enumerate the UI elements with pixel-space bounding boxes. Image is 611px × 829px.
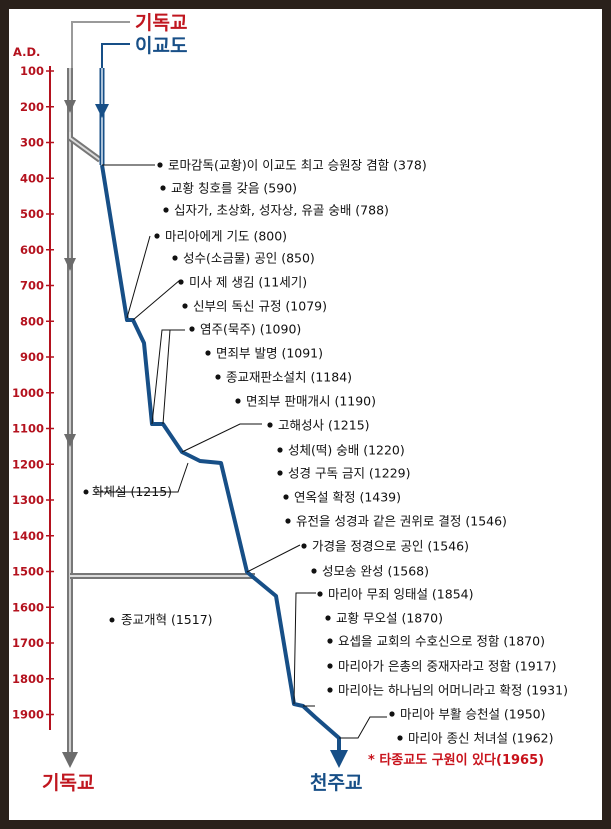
event-label: 성경 구독 금지 (1229) xyxy=(288,466,411,481)
event-label: 마리아에게 기도 (800) xyxy=(165,229,287,244)
year-label: 900 xyxy=(20,350,44,364)
left-events: 화체설 (1215) 종교개혁 (1517) xyxy=(83,484,213,627)
event-label: 연옥설 확정 (1439) xyxy=(294,490,401,505)
christianity-line xyxy=(62,68,255,768)
christianity-arrow-3 xyxy=(64,434,76,447)
christianity-arrow-1 xyxy=(64,100,76,113)
year-label: 1800 xyxy=(12,672,44,686)
event-bullet xyxy=(182,303,188,309)
event-label: 성체(떡) 숭배 (1220) xyxy=(288,443,405,458)
event-bullet xyxy=(327,663,333,669)
event-bullet xyxy=(235,398,241,404)
heresy-line xyxy=(95,68,109,165)
year-labels: 100 200 300 400 500 600 700 800 900 1000 1100 1200 1… xyxy=(12,64,54,722)
header-heresy-top: 이교도 xyxy=(135,35,187,57)
year-label: 300 xyxy=(20,136,44,150)
event-bullet xyxy=(285,518,291,524)
year-label: 1200 xyxy=(12,457,44,471)
catholic-arrow-end xyxy=(330,750,348,768)
event-bullet xyxy=(327,638,333,644)
axis-unit-label: A.D. xyxy=(13,45,40,59)
diagram-panel xyxy=(9,9,602,820)
year-label: 100 xyxy=(20,64,44,78)
year-label: 200 xyxy=(20,100,44,114)
event-label: 유전을 성경과 같은 권위로 결정 (1546) xyxy=(296,514,507,529)
header-heresy-connector xyxy=(101,43,130,70)
event-label: 미사 제 생김 (11세기) xyxy=(189,275,307,290)
event-label: 마리아 부활 승천설 (1950) xyxy=(400,707,546,722)
event-bullet xyxy=(389,711,395,717)
year-label: 500 xyxy=(20,207,44,221)
event-label: 로마감독(교황)이 이교도 최고 승원장 겸함 (378) xyxy=(168,158,427,173)
year-label: 1400 xyxy=(12,529,44,543)
event-bullet xyxy=(397,735,403,741)
event-label: 요셉을 교회의 수호신으로 정함 (1870) xyxy=(338,634,545,649)
year-label: 1600 xyxy=(12,600,44,614)
event-bullet xyxy=(157,162,163,168)
event-label: 면죄부 발명 (1091) xyxy=(216,346,323,361)
event-bullet xyxy=(215,374,221,380)
header-christianity-top: 기독교 xyxy=(135,12,187,34)
year-label: 1300 xyxy=(12,493,44,507)
event-label: 성수(소금물) 공인 (850) xyxy=(183,251,315,266)
event-bullet xyxy=(189,326,195,332)
year-label: 700 xyxy=(20,279,44,293)
header-christianity-connector xyxy=(71,21,130,70)
year-label: 600 xyxy=(20,243,44,257)
year-label: 1900 xyxy=(12,708,44,722)
year-label: 1100 xyxy=(12,422,44,436)
event-bullet xyxy=(277,447,283,453)
christianity-arrow-2 xyxy=(64,258,76,271)
event-reformation: 종교개혁 (1517) xyxy=(121,612,213,627)
christianity-arrow-end xyxy=(62,752,78,768)
event-bullet xyxy=(277,470,283,476)
event-label: 면죄부 판매개시 (1190) xyxy=(246,394,376,409)
event-label: 성모송 완성 (1568) xyxy=(322,564,429,579)
event-label: 교황 칭호를 갖음 (590) xyxy=(171,181,297,196)
event-bullet xyxy=(327,687,333,693)
event-bullet xyxy=(317,591,323,597)
event-label: 마리아는 하나님의 어머니라고 확정 (1931) xyxy=(338,683,568,698)
event-bullet xyxy=(301,543,307,549)
event-label: 마리아 무죄 잉태설 (1854) xyxy=(328,587,474,602)
heresy-arrow xyxy=(95,104,109,118)
event-label: 고해성사 (1215) xyxy=(278,418,370,433)
event-label: 종교재판소설치 (1184) xyxy=(226,370,352,385)
event-list: 로마감독(교황)이 이교도 최고 승원장 겸함 (378) 교황 칭호를 갖음 (… xyxy=(154,158,568,746)
year-label: 1700 xyxy=(12,636,44,650)
event-transubstantiation: 화체설 (1215) xyxy=(92,484,172,499)
year-label: 400 xyxy=(20,171,44,185)
header-catholic-bottom: 천주교 xyxy=(310,772,362,794)
header-christianity-bottom: 기독교 xyxy=(42,772,94,794)
event-bullet xyxy=(160,185,166,191)
year-label: 1000 xyxy=(12,386,44,400)
event-label: 마리아 종신 처녀설 (1962) xyxy=(408,731,554,746)
event-bullet xyxy=(154,233,160,239)
event-bullet xyxy=(267,422,273,428)
event-leaders xyxy=(95,164,387,739)
note-other-religions: * 타종교도 구원이 있다(1965) xyxy=(368,752,544,768)
event-label: 가경을 정경으로 공인 (1546) xyxy=(312,539,469,554)
event-bullet xyxy=(178,279,184,285)
catholic-path xyxy=(100,164,341,755)
event-bullet xyxy=(311,568,317,574)
event-label: 염주(묵주) (1090) xyxy=(200,322,301,337)
event-label: 교황 무오설 (1870) xyxy=(336,611,443,626)
event-label: 십자가, 초상화, 성자상, 유골 숭배 (788) xyxy=(174,203,389,218)
event-bullet xyxy=(163,207,169,213)
event-bullet xyxy=(283,494,289,500)
year-label: 1500 xyxy=(12,565,44,579)
event-label: 마리아가 은총의 중재자라고 정함 (1917) xyxy=(338,659,556,674)
event-bullet xyxy=(172,255,178,261)
event-bullet xyxy=(205,350,211,356)
event-label: 신부의 독신 규정 (1079) xyxy=(193,299,327,314)
event-bullet xyxy=(325,615,331,621)
year-label: 800 xyxy=(20,314,44,328)
